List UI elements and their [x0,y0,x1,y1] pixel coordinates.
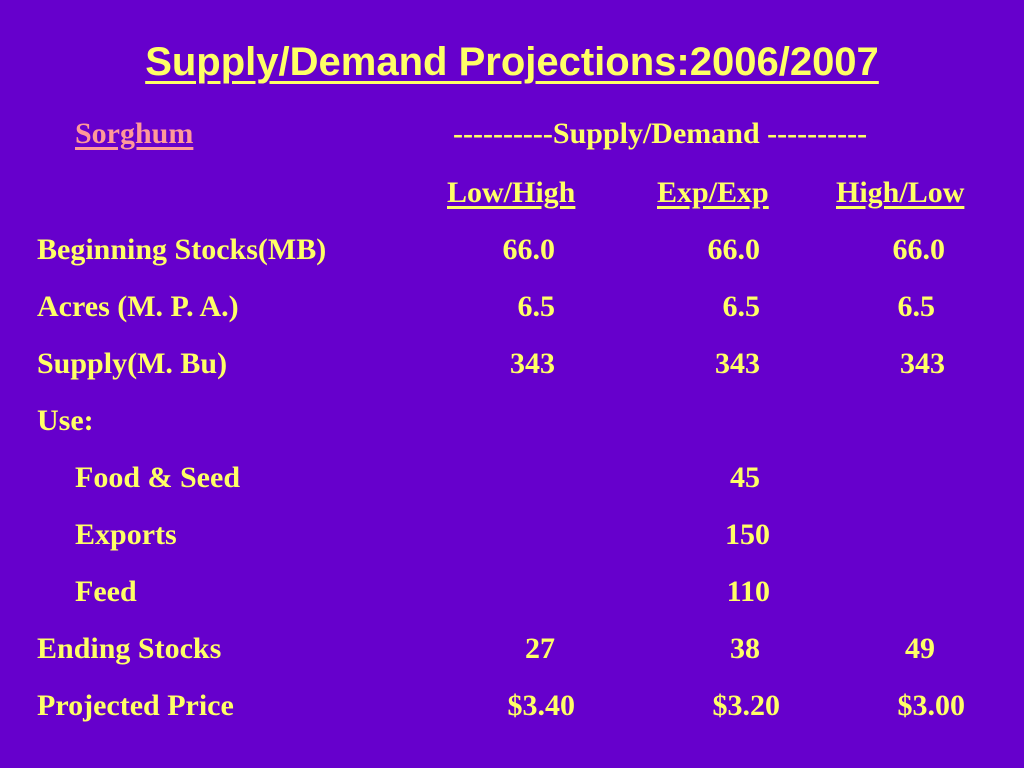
group-header: ----------Supply/Demand ---------- [453,117,868,150]
row-value: 343 [715,347,760,380]
crop-label: Sorghum [75,117,194,150]
row-value: $3.20 [712,689,781,722]
row-value: 66.0 [707,233,761,266]
row-label: Ending Stocks [37,632,222,665]
row-label: Beginning Stocks(MB) [37,233,327,266]
row-value: 49 [905,632,935,665]
row-value: 66.0 [502,233,556,266]
row-value: 6.5 [897,290,936,323]
row-value: 150 [725,518,770,551]
row-value: 27 [525,632,555,665]
row-value: 343 [510,347,555,380]
row-value: 6.5 [517,290,556,323]
column-header-high-low: High/Low [836,176,965,209]
row-value: 343 [900,347,945,380]
row-label: Projected Price [37,689,234,722]
row-value: 6.5 [722,290,761,323]
row-value: $3.00 [897,689,966,722]
column-header-exp-exp: Exp/Exp [657,176,769,209]
row-value: 38 [730,632,760,665]
row-label: Supply(M. Bu) [37,347,228,380]
slide-title: Supply/Demand Projections:2006/2007 [145,40,879,84]
row-value: 45 [730,461,760,494]
row-value: 66.0 [892,233,946,266]
row-value: $3.40 [507,689,576,722]
column-header-low-high: Low/High [447,176,576,209]
row-label: Feed [75,575,137,608]
row-value: 110 [726,575,770,608]
row-label: Use: [37,404,94,437]
row-label: Acres (M. P. A.) [37,290,239,323]
row-label: Food & Seed [75,461,240,494]
row-label: Exports [75,518,177,551]
